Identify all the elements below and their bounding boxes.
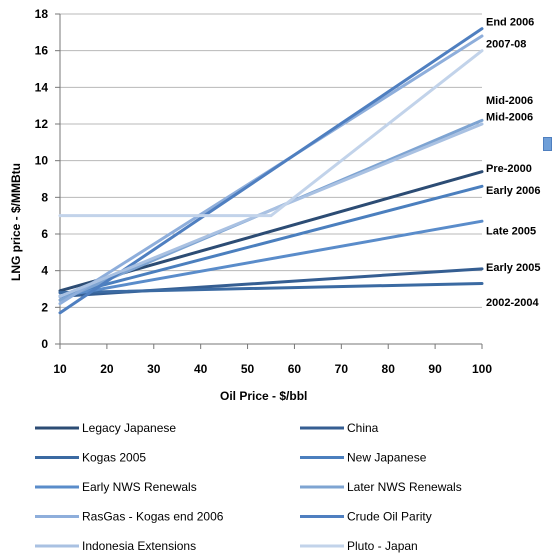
x-axis-title: Oil Price - $/bbl [220, 389, 307, 403]
x-tick-label: 30 [147, 362, 161, 376]
clipped-widget [543, 137, 552, 151]
y-tick-label: 4 [41, 264, 48, 278]
series-line [58, 184, 484, 298]
y-tick-label: 8 [41, 190, 48, 204]
legend-label: Later NWS Renewals [347, 480, 462, 494]
legend-label: China [347, 421, 379, 435]
series-annotations: End 2006 2007-08 Mid-2006 Mid-2006 Pre-2000 E… [486, 16, 540, 309]
y-axis-title: LNG price - $/MMBtu [9, 163, 23, 281]
legend-label: New Japanese [347, 451, 427, 465]
legend-label: Crude Oil Parity [347, 510, 432, 524]
series-annotation: Early 2005 [486, 262, 540, 274]
series-annotation: Pre-2000 [486, 163, 532, 175]
legend-label: Early NWS Renewals [82, 480, 197, 494]
series-annotation: Mid-2006 [486, 112, 533, 124]
series-line [58, 27, 484, 315]
legend-label: Legacy Japanese [82, 421, 176, 435]
y-tick-label: 2 [41, 300, 48, 314]
y-tick-label: 6 [41, 227, 48, 241]
x-tick-label: 90 [428, 362, 442, 376]
series-annotation: Early 2006 [486, 185, 540, 197]
y-tick-label: 18 [35, 7, 49, 21]
y-tick-labels: 0 2 4 6 8 10 12 14 16 18 [35, 7, 60, 351]
x-tick-label: 80 [382, 362, 396, 376]
x-tick-label: 40 [194, 362, 208, 376]
legend: Legacy Japanese China Kogas 2005 New Japane… [35, 421, 462, 553]
series-line [58, 282, 484, 295]
legend-label: Kogas 2005 [82, 451, 146, 465]
legend-label: RasGas - Kogas end 2006 [82, 510, 224, 524]
series-line [58, 219, 484, 298]
series-annotation: 2007-08 [486, 38, 526, 50]
series-annotation: 2002-2004 [486, 297, 539, 309]
series-line [58, 122, 484, 298]
y-tick-label: 16 [35, 44, 49, 58]
legend-label: Pluto - Japan [347, 539, 418, 553]
x-tick-label: 10 [53, 362, 67, 376]
gridlines [59, 13, 482, 345]
x-tick-labels: 10 20 30 40 50 60 70 80 90 100 [53, 344, 492, 376]
x-tick-label: 70 [335, 362, 349, 376]
x-tick-label: 50 [241, 362, 255, 376]
y-tick-label: 12 [35, 117, 49, 131]
legend-label: Indonesia Extensions [82, 539, 196, 553]
series-lines [58, 27, 484, 315]
series-annotation: Late 2005 [486, 225, 536, 237]
y-tick-label: 10 [35, 154, 49, 168]
x-tick-label: 100 [472, 362, 492, 376]
y-tick-label: 14 [35, 80, 49, 94]
x-tick-label: 60 [288, 362, 302, 376]
x-tick-label: 20 [100, 362, 114, 376]
series-annotation: Mid-2006 [486, 95, 533, 107]
series-line [58, 49, 484, 218]
y-tick-label: 0 [41, 337, 48, 351]
series-annotation: End 2006 [486, 16, 534, 28]
